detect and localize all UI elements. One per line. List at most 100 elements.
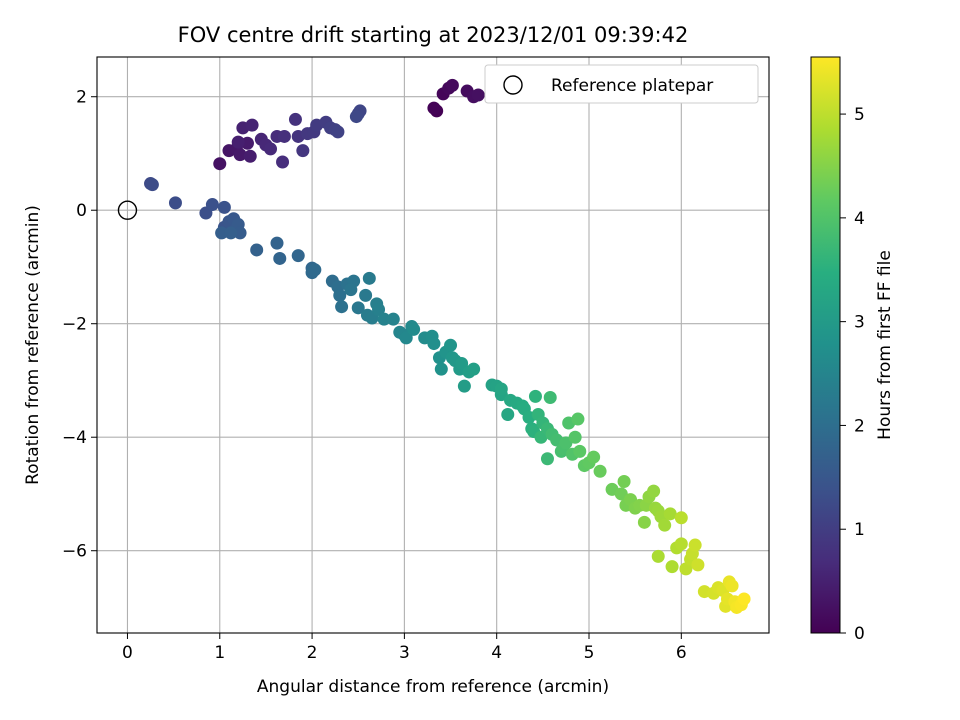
data-point (145, 178, 159, 192)
data-point (663, 507, 677, 521)
data-point (407, 322, 421, 336)
data-points (117, 78, 751, 614)
data-point (288, 112, 302, 126)
data-point (457, 379, 471, 393)
y-axis-ticks: −6 −4 −2 0 2 (62, 88, 97, 562)
colorbar-gradient (810, 56, 841, 634)
data-point (359, 288, 373, 302)
x-tick-label: 4 (491, 643, 502, 663)
data-point (264, 142, 278, 156)
data-point (674, 511, 688, 525)
data-point (587, 450, 601, 464)
data-point (674, 537, 688, 551)
data-point (276, 155, 290, 169)
data-point (386, 312, 400, 326)
data-point (205, 198, 219, 212)
data-point (213, 157, 227, 171)
y-tick-label: −4 (62, 428, 87, 448)
y-tick-label: −6 (62, 542, 87, 562)
colorbar-tick-label: 5 (854, 105, 865, 125)
data-point (233, 148, 247, 162)
colorbar-tick-label: 4 (854, 209, 865, 229)
data-point (245, 118, 259, 132)
data-point (399, 331, 413, 345)
data-point (494, 382, 508, 396)
data-point (528, 389, 542, 403)
data-point (679, 562, 693, 576)
data-point (344, 283, 358, 297)
data-point (455, 356, 469, 370)
data-point (573, 444, 587, 458)
y-axis-label: Rotation from reference (arcmin) (23, 205, 43, 485)
colorbar-tick-label: 3 (854, 313, 865, 333)
data-point (471, 88, 485, 102)
y-tick-label: 2 (76, 88, 87, 108)
data-point (637, 515, 651, 529)
data-point (273, 251, 287, 265)
data-point (277, 129, 291, 143)
data-point (231, 135, 245, 149)
data-point (250, 243, 264, 257)
data-point (427, 337, 441, 351)
colorbar-tick-label: 2 (854, 416, 865, 436)
data-point (168, 196, 182, 210)
data-point (593, 464, 607, 478)
colorbar-tick-label: 1 (854, 520, 865, 540)
x-tick-label: 6 (676, 643, 687, 663)
y-tick-label: −2 (62, 315, 87, 335)
x-tick-label: 0 (122, 643, 133, 663)
data-point (651, 549, 665, 563)
data-point (335, 300, 349, 314)
data-point (647, 484, 661, 498)
axes-frame (96, 56, 770, 634)
data-point (688, 538, 702, 552)
data-point (233, 226, 247, 240)
data-point (568, 430, 582, 444)
colorbar-tick-label: 0 (854, 624, 865, 644)
data-point (444, 338, 458, 352)
data-point (217, 200, 231, 214)
data-point (691, 558, 705, 572)
data-point (665, 560, 679, 574)
y-tick-label: 0 (76, 201, 87, 221)
data-point (434, 362, 448, 376)
x-tick-label: 1 (214, 643, 225, 663)
x-axis-label: Angular distance from reference (arcmin) (257, 677, 609, 697)
data-point (243, 149, 257, 163)
data-point (467, 362, 481, 376)
legend-box (484, 64, 759, 104)
data-point (658, 518, 672, 532)
x-tick-label: 3 (399, 643, 410, 663)
data-point (725, 579, 739, 593)
data-point (737, 592, 751, 606)
legend: Reference platepar (484, 64, 759, 104)
x-tick-label: 5 (584, 643, 595, 663)
data-point (617, 474, 631, 488)
data-point (540, 452, 554, 466)
data-point (215, 226, 229, 240)
x-axis-ticks: 0 1 2 3 4 5 6 (122, 633, 687, 663)
colorbar: 0 1 2 3 4 5 Hours from first FF file (810, 56, 895, 644)
legend-marker (503, 75, 523, 95)
data-point (372, 303, 386, 317)
data-point (362, 271, 376, 285)
data-point (291, 249, 305, 263)
data-point (571, 412, 585, 426)
data-point (331, 125, 345, 139)
legend-label: Reference platepar (551, 76, 713, 96)
data-point (224, 226, 238, 240)
data-point (377, 312, 391, 326)
data-point (333, 288, 347, 302)
data-point (501, 408, 515, 422)
colorbar-ticks: 0 1 2 3 4 5 (840, 105, 865, 644)
colorbar-label: Hours from first FF file (875, 250, 895, 440)
data-point (296, 144, 310, 158)
reference-point-marker (117, 200, 138, 220)
data-point (543, 390, 557, 404)
chart-title: FOV centre drift starting at 2023/12/01 … (178, 23, 689, 47)
data-point (351, 301, 365, 315)
data-point (349, 110, 363, 124)
data-point (270, 236, 284, 250)
x-tick-label: 2 (307, 643, 318, 663)
